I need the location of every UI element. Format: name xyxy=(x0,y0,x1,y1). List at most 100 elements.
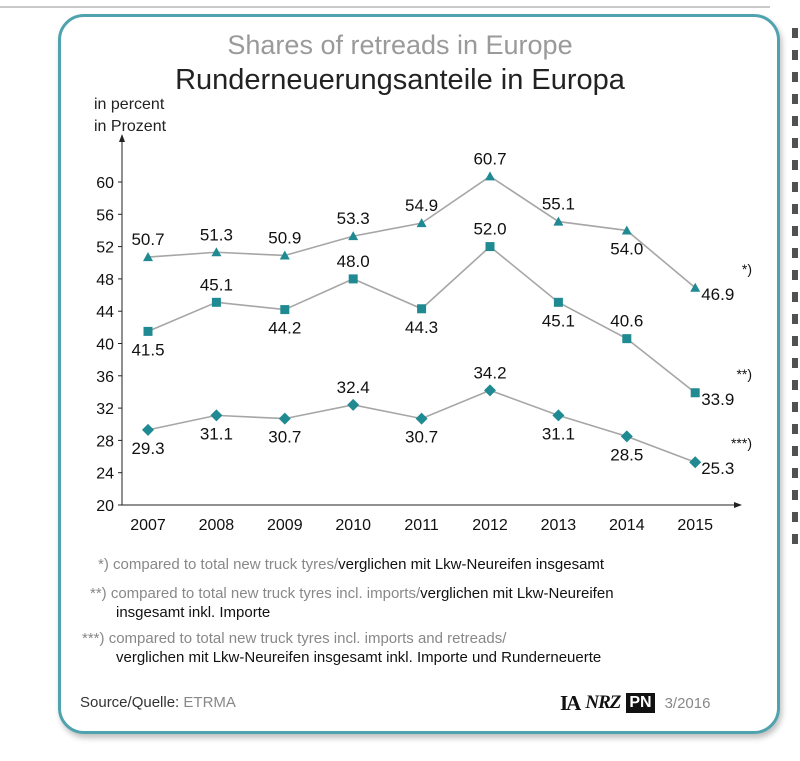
data-label: 34.2 xyxy=(473,363,506,382)
data-point-square xyxy=(553,297,563,307)
data-label: 29.3 xyxy=(131,439,164,458)
nrz-logo: NRZ xyxy=(585,692,621,713)
footnote-2-de: verglichen mit Lkw-Neureifen xyxy=(420,585,614,602)
footnote-1-mark: *) xyxy=(98,556,109,573)
data-point-square xyxy=(417,304,427,314)
data-point-triangle xyxy=(279,250,290,260)
data-label: 55.1 xyxy=(542,195,575,214)
y-axis-arrow xyxy=(119,134,125,142)
data-point-square xyxy=(211,297,221,307)
pn-logo: PN xyxy=(626,693,655,713)
ia-logo: IA xyxy=(560,690,581,715)
data-point-square xyxy=(280,305,290,315)
footnote-2: **) compared to total new truck tyres in… xyxy=(90,584,614,603)
y-tick-label: 44 xyxy=(96,304,114,321)
source-label: Source/Quelle: xyxy=(80,694,180,711)
data-label: 51.3 xyxy=(200,225,233,244)
data-point-diamond xyxy=(620,430,633,443)
series-label: *) xyxy=(742,261,752,277)
data-point-triangle xyxy=(621,225,632,235)
data-point-square xyxy=(348,274,358,284)
data-label: 41.5 xyxy=(131,340,164,359)
adjacent-article-text xyxy=(778,20,800,761)
y-unit-en: in percent xyxy=(94,96,165,113)
x-tick-label: 2015 xyxy=(677,517,713,534)
data-label: 52.0 xyxy=(473,220,506,239)
data-label: 31.1 xyxy=(200,424,233,443)
data-label: 60.7 xyxy=(473,149,506,168)
footnote-2-en: compared to total new truck tyres incl. … xyxy=(110,585,421,602)
data-label: 31.1 xyxy=(542,424,575,443)
data-label: 46.9 xyxy=(701,285,734,304)
footnote-2-mark: **) xyxy=(90,585,107,602)
data-point-triangle xyxy=(553,216,564,226)
y-tick-label: 24 xyxy=(96,466,114,483)
footnote-3-cont: verglichen mit Lkw-Neureifen insgesamt i… xyxy=(116,649,602,666)
data-point-diamond xyxy=(210,409,223,422)
y-tick-label: 52 xyxy=(96,240,114,257)
y-tick-label: 60 xyxy=(96,175,114,192)
data-label: 50.7 xyxy=(131,230,164,249)
data-point-square xyxy=(485,242,495,252)
y-tick-label: 56 xyxy=(96,207,114,224)
x-tick-label: 2011 xyxy=(404,517,439,534)
y-unit-de: in Prozent xyxy=(94,118,167,135)
data-point-triangle xyxy=(690,282,701,292)
footnote-1-en: compared to total new truck tyres/ xyxy=(113,556,339,573)
data-label: 40.6 xyxy=(610,312,643,331)
x-axis-arrow xyxy=(734,502,742,508)
x-tick-label: 2009 xyxy=(267,517,303,534)
data-label: 28.5 xyxy=(610,445,643,464)
chart-subtitle: Runderneuerungsanteile in Europa xyxy=(175,64,625,96)
data-point-triangle xyxy=(211,247,222,257)
y-tick-label: 36 xyxy=(96,369,114,386)
data-point-triangle xyxy=(348,231,359,241)
data-label: 53.3 xyxy=(337,209,370,228)
data-label: 25.3 xyxy=(701,459,734,478)
data-point-diamond xyxy=(689,456,702,469)
footnote-3-mark: ***) xyxy=(82,630,105,647)
data-label: 44.3 xyxy=(405,318,438,337)
data-label: 44.2 xyxy=(268,319,301,338)
data-label: 32.4 xyxy=(337,378,370,397)
publisher-logos: IA NRZ PN 3/2016 xyxy=(560,690,711,715)
data-point-diamond xyxy=(552,409,565,422)
data-label: 48.0 xyxy=(337,252,370,271)
series-label: **) xyxy=(736,366,752,382)
data-point-square xyxy=(622,334,632,344)
infographic-card xyxy=(58,14,780,734)
top-rule xyxy=(0,0,800,12)
footnote-3: ***) compared to total new truck tyres i… xyxy=(82,629,506,648)
data-label: 30.7 xyxy=(405,428,438,447)
data-point-diamond xyxy=(142,423,154,436)
data-point-triangle xyxy=(143,252,153,262)
y-tick-label: 48 xyxy=(96,272,114,289)
x-tick-label: 2008 xyxy=(199,517,235,534)
data-label: 54.0 xyxy=(610,239,643,258)
footnote-2-cont: insgesamt inkl. Importe xyxy=(116,604,271,621)
data-point-square xyxy=(143,326,153,336)
x-tick-label: 2010 xyxy=(335,517,371,534)
y-tick-label: 20 xyxy=(96,498,114,515)
source-line: Source/Quelle: ETRMA xyxy=(80,694,236,711)
data-label: 54.9 xyxy=(405,196,438,215)
data-label: 45.1 xyxy=(542,311,575,330)
y-tick-label: 40 xyxy=(96,337,114,354)
data-point-diamond xyxy=(415,412,428,425)
x-tick-label: 2014 xyxy=(609,517,645,534)
data-point-diamond xyxy=(347,398,360,411)
data-label: 30.7 xyxy=(268,428,301,447)
data-point-square xyxy=(690,388,700,398)
series-label: ***) xyxy=(731,435,752,451)
data-point-triangle xyxy=(485,171,495,181)
y-tick-label: 28 xyxy=(96,433,114,450)
x-tick-label: 2007 xyxy=(130,517,166,534)
data-point-diamond xyxy=(278,412,291,425)
data-label: 50.9 xyxy=(268,228,301,247)
footnote-3-en: compared to total new truck tyres incl. … xyxy=(108,630,507,647)
data-label: 45.1 xyxy=(200,275,233,294)
data-point-diamond xyxy=(484,384,496,397)
issue-number: 3/2016 xyxy=(664,694,711,712)
source-value: ETRMA xyxy=(183,694,236,711)
